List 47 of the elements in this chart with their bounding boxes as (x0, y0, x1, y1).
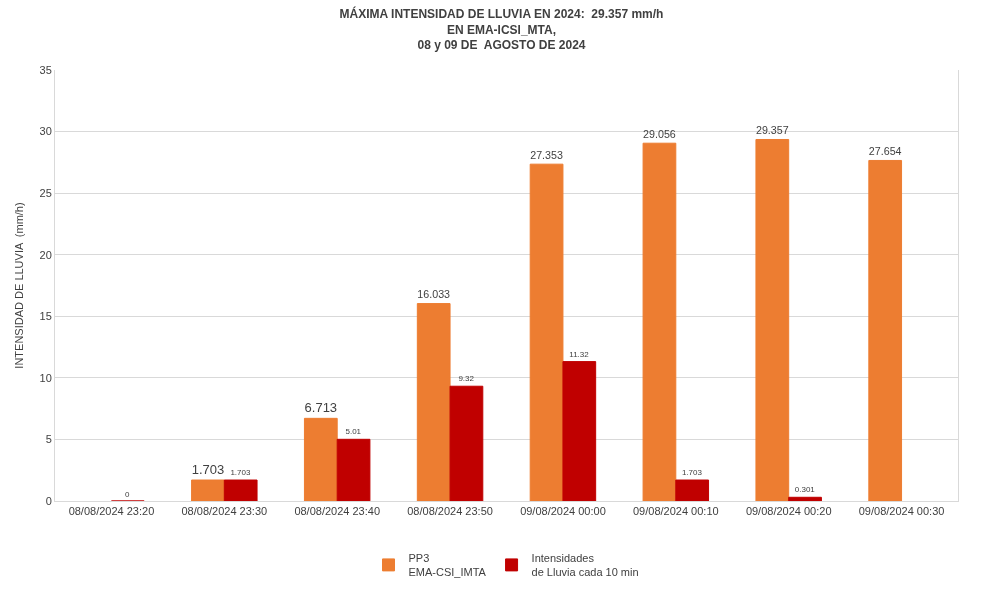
y-tick-label: 5 (45, 433, 52, 446)
bar (868, 159, 903, 501)
bar (223, 479, 258, 501)
x-tick-label: 08/08/2024 23:30 (181, 505, 268, 518)
data-label: 5.01 (345, 427, 362, 437)
bar (303, 417, 338, 501)
x-tick-label: 08/08/2024 23:40 (294, 505, 381, 518)
bar (191, 479, 225, 501)
data-label: 11.32 (569, 349, 590, 359)
x-tick-label: 09/08/2024 00:00 (520, 505, 606, 518)
x-tick-label: 09/08/2024 00:30 (858, 505, 945, 518)
x-tick-label: 09/08/2024 00:10 (632, 505, 719, 518)
data-label: 1.703 (230, 468, 251, 478)
bar (755, 138, 790, 501)
y-tick-label: 35 (39, 63, 52, 76)
data-label: 27.353 (530, 148, 563, 161)
bar (675, 479, 710, 501)
y-axis-title: INTENSIDAD DE LLUVIA (mm/h) (13, 202, 25, 369)
y-tick-label: 0 (45, 494, 52, 507)
x-tick-label: 08/08/2024 23:50 (407, 505, 493, 518)
bar (416, 303, 451, 501)
data-label: 27.654 (868, 144, 902, 157)
data-label: 1.703 (191, 462, 225, 478)
bar (449, 385, 484, 501)
bar (336, 438, 371, 501)
y-tick-label: 10 (39, 371, 52, 384)
data-label: 9.32 (458, 374, 475, 384)
x-tick-label: 09/08/2024 00:20 (745, 505, 832, 518)
data-label: 29.357 (755, 124, 789, 137)
data-label: 0 (125, 490, 130, 499)
bar (529, 163, 564, 501)
y-tick-label: 30 (39, 125, 52, 138)
bar (642, 142, 677, 501)
x-tick-label: 08/08/2024 23:20 (68, 505, 155, 518)
bar (788, 496, 822, 501)
legend-label: Intensidades de Lluvia cada 10 min (531, 552, 639, 579)
data-label: 29.056 (643, 127, 676, 140)
data-label: 0.301 (794, 485, 816, 495)
data-label: 16.033 (417, 288, 451, 301)
data-label: 1.703 (681, 468, 703, 478)
bar (562, 361, 597, 501)
legend-label: PP3 EMA-CSI_IMTA (408, 552, 487, 579)
y-tick-label: 15 (39, 310, 52, 323)
data-label: 6.713 (304, 400, 338, 416)
y-tick-label: 25 (39, 186, 52, 199)
y-tick-label: 20 (39, 248, 52, 261)
chart-title: MÁXIMA INTENSIDAD DE LLUVIA EN 2024: 29.357 mm/h EN EMA-ICSI_MTA, 08 y 09 DE AGOSTO DE 2024 (339, 5, 664, 53)
